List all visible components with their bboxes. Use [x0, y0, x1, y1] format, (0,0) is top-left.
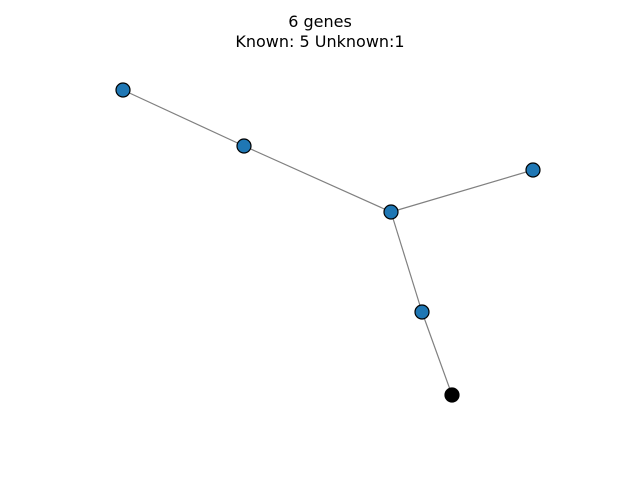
node-n3-known: [383, 204, 399, 220]
edge-n3-n4: [390, 169, 534, 213]
node-n5-known: [414, 304, 430, 320]
title-known-unknown: Known: 5 Unknown:1: [235, 32, 405, 51]
node-n2-known: [236, 138, 252, 154]
nodes-layer: [115, 82, 541, 403]
node-n1-known: [115, 82, 131, 98]
figure-title: 6 genes Known: 5 Unknown:1: [0, 12, 640, 52]
edge-n3-n5: [390, 211, 423, 313]
title-gene-count: 6 genes: [288, 12, 352, 31]
edge-n1-n2: [122, 89, 245, 147]
edges-layer: [122, 89, 534, 396]
node-n6-unknown: [444, 387, 460, 403]
edge-n5-n6: [421, 311, 453, 396]
node-n4-known: [525, 162, 541, 178]
edge-n2-n3: [243, 145, 392, 213]
